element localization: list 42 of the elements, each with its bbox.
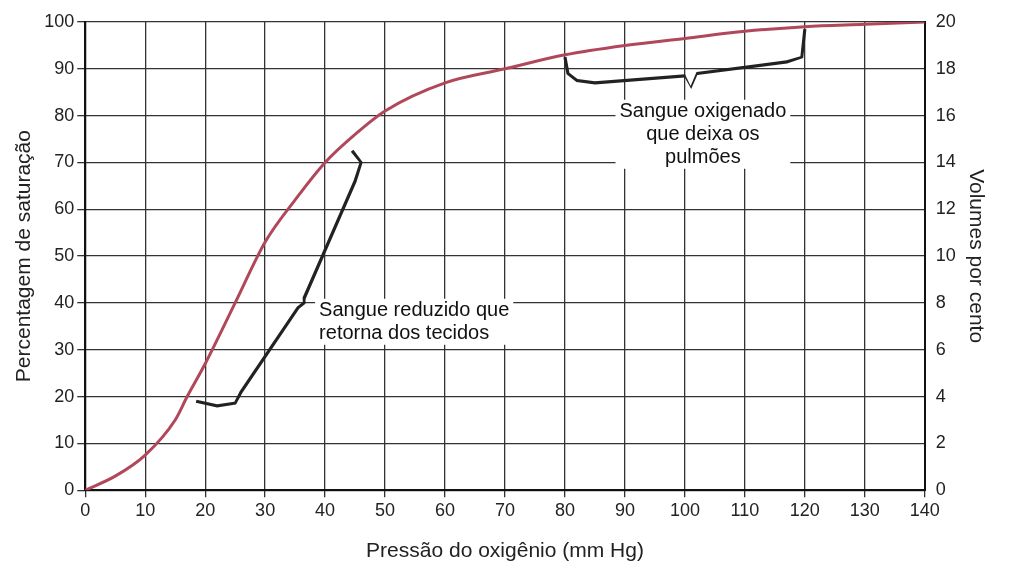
y2-tick-label: 14 [935,151,956,172]
x-tick-label: 110 [730,499,760,520]
y-tick-label: 50 [54,245,75,266]
x-tick-label: 30 [255,499,276,520]
x-axis-title: Pressão do oxigênio (mm Hg) [366,538,644,562]
y-tick-label: 0 [64,479,75,500]
y2-tick-label: 6 [935,338,946,359]
x-tick-label: 70 [494,499,516,520]
y-tick-label: 60 [54,198,75,219]
annotation: Sangue oxigenado que deixa os pulmões [619,98,787,167]
x-tick-label: 40 [315,499,336,520]
y2-tick-label: 16 [935,104,956,125]
y2-tick-label: 18 [935,57,956,78]
y2-tick-label: 8 [935,291,946,312]
y-tick-label: 10 [54,432,75,453]
x-tick-label: 60 [435,499,456,520]
x-tick-label: 20 [195,499,216,520]
y-tick-label: 70 [54,151,75,172]
x-tick-label: 140 [909,499,940,520]
x-tick-label: 80 [554,499,575,520]
y-tick-label: 40 [54,291,75,312]
y2-tick-label: 12 [935,198,956,219]
y-tick-label: 80 [54,104,75,125]
y-tick-label: 100 [44,10,75,31]
y-axis-title: Percentagem de saturação [11,130,35,383]
x-tick-label: 10 [135,499,156,520]
annotation: Sangue reduzido que retorna dos tecidos [319,297,510,343]
y2-tick-label: 20 [935,10,956,31]
y-tick-label: 30 [54,338,75,359]
x-tick-label: 120 [789,499,820,520]
y2-tick-label: 0 [935,479,946,500]
x-tick-label: 90 [614,499,635,520]
x-tick-label: 100 [669,499,700,520]
y2-tick-label: 2 [935,432,946,453]
y2-tick-label: 4 [935,385,946,406]
y2-tick-label: 10 [935,245,956,266]
x-tick-label: 130 [849,499,880,520]
x-tick-label: 0 [80,499,91,520]
y2-axis-title: Volumes por cento [965,169,989,344]
y-tick-label: 90 [54,57,75,78]
x-tick-label: 50 [375,499,396,520]
y-tick-label: 20 [54,385,75,406]
